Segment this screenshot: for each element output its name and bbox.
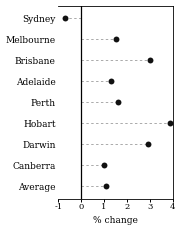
Point	[64, 16, 67, 20]
Point	[146, 142, 149, 146]
Point	[169, 121, 172, 125]
Point	[116, 100, 119, 104]
Point	[114, 37, 117, 41]
Point	[110, 79, 112, 83]
X-axis label: % change: % change	[93, 216, 138, 225]
Point	[103, 163, 106, 167]
Point	[148, 58, 151, 62]
Point	[105, 184, 108, 188]
